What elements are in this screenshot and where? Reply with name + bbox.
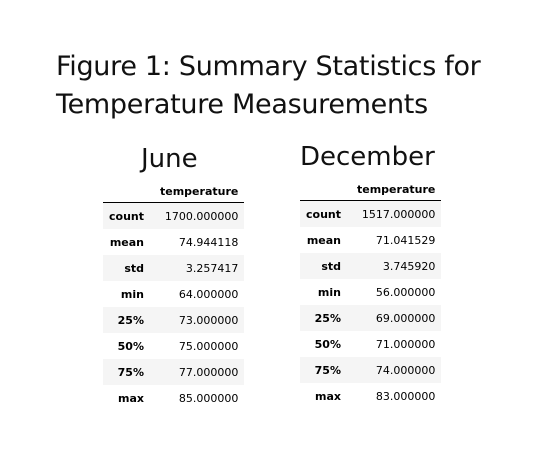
table-row: max 85.000000 <box>103 385 245 411</box>
table-row: min 56.000000 <box>300 279 442 305</box>
table-row: std 3.745920 <box>300 253 442 279</box>
june-stats-table: temperature count 1700.000000 mean 74.9441… <box>103 180 245 411</box>
row-value: 74.944118 <box>178 235 239 249</box>
row-label: 25% <box>314 311 341 325</box>
row-value: 75.000000 <box>178 339 239 353</box>
table-row: min 64.000000 <box>103 281 245 307</box>
june-heading: June <box>141 144 198 174</box>
row-value: 71.000000 <box>375 337 436 351</box>
row-value: 3.257417 <box>185 261 239 275</box>
table-header-row: temperature <box>300 178 442 201</box>
row-label: mean <box>306 233 341 247</box>
column-header: temperature <box>154 180 245 203</box>
row-value: 56.000000 <box>375 285 436 299</box>
table-row: 50% 71.000000 <box>300 331 442 357</box>
row-value: 64.000000 <box>178 287 239 301</box>
index-header <box>103 180 154 203</box>
row-label: 75% <box>117 365 144 379</box>
row-label: 25% <box>117 313 144 327</box>
table-header-row: temperature <box>103 180 245 203</box>
december-panel: December temperature count 1517.000000 me… <box>300 140 442 409</box>
row-label: std <box>321 259 341 273</box>
row-label: 75% <box>314 363 341 377</box>
december-stats-table: temperature count 1517.000000 mean 71.0415… <box>300 178 442 409</box>
table-row: mean 71.041529 <box>300 227 442 253</box>
row-value: 69.000000 <box>375 311 436 325</box>
table-row: 25% 73.000000 <box>103 307 245 333</box>
table-row: 50% 75.000000 <box>103 333 245 359</box>
figure-title: Figure 1: Summary Statistics for Tempera… <box>56 51 481 120</box>
row-label: 50% <box>117 339 144 353</box>
row-label: max <box>315 389 341 403</box>
table-row: 75% 74.000000 <box>300 357 442 383</box>
table-row: mean 74.944118 <box>103 229 245 255</box>
row-label: count <box>306 207 341 221</box>
row-value: 1700.000000 <box>164 209 239 223</box>
row-label: min <box>120 287 144 301</box>
row-value: 3.745920 <box>382 259 436 273</box>
column-header: temperature <box>351 178 442 201</box>
row-value: 74.000000 <box>375 363 436 377</box>
december-heading: December <box>300 142 435 172</box>
table-row: count 1700.000000 <box>103 202 245 229</box>
row-value: 71.041529 <box>375 233 436 247</box>
table-row: std 3.257417 <box>103 255 245 281</box>
june-panel: June temperature count 1700.000000 mean 74… <box>103 142 245 411</box>
row-label: 50% <box>314 337 341 351</box>
table-row: count 1517.000000 <box>300 200 442 227</box>
table-row: 75% 77.000000 <box>103 359 245 385</box>
table-row: max 83.000000 <box>300 383 442 409</box>
row-label: count <box>109 209 144 223</box>
row-value: 83.000000 <box>375 389 436 403</box>
index-header <box>300 178 351 201</box>
row-label: min <box>317 285 341 299</box>
row-label: mean <box>109 235 144 249</box>
row-value: 85.000000 <box>178 391 239 405</box>
table-row: 25% 69.000000 <box>300 305 442 331</box>
row-label: max <box>118 391 144 405</box>
row-value: 1517.000000 <box>361 207 436 221</box>
row-label: std <box>124 261 144 275</box>
row-value: 73.000000 <box>178 313 239 327</box>
row-value: 77.000000 <box>178 365 239 379</box>
